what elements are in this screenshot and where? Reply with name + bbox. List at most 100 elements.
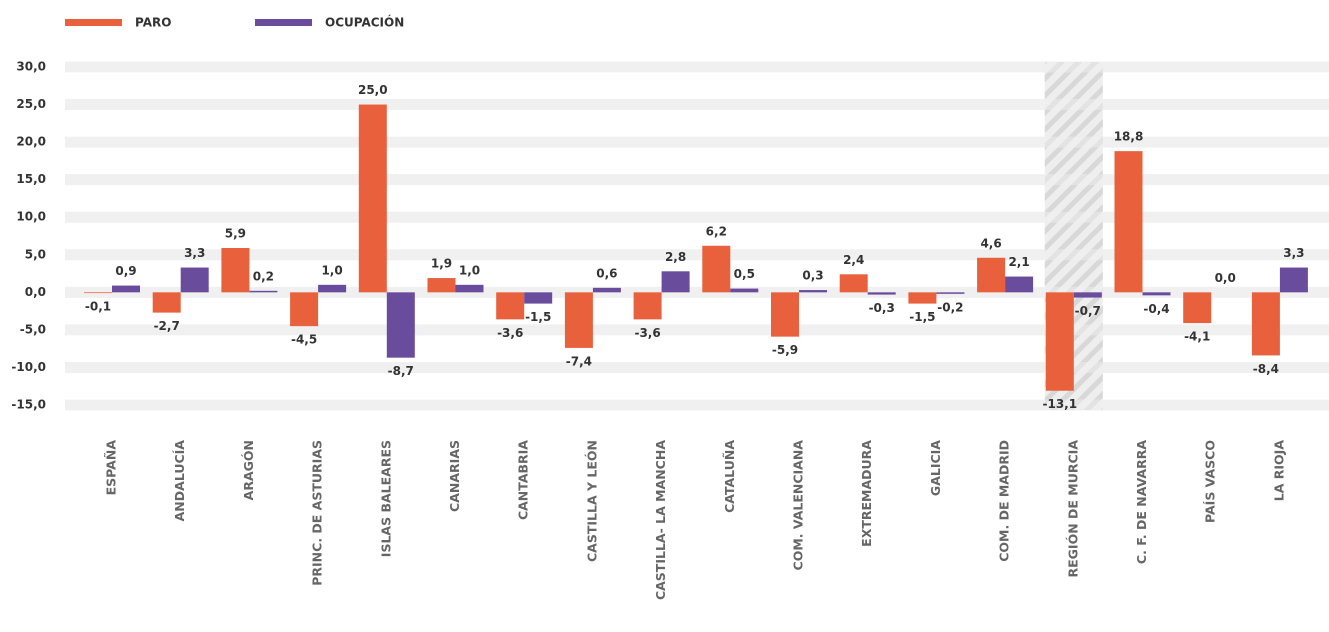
bar bbox=[358, 104, 387, 293]
x-tick-label: PAÍS VASCO bbox=[1203, 440, 1218, 523]
bar bbox=[112, 285, 140, 293]
bar bbox=[936, 292, 965, 294]
value-label: 1,9 bbox=[431, 257, 452, 271]
bar bbox=[221, 248, 250, 293]
value-label: 0,2 bbox=[253, 269, 274, 283]
bar bbox=[633, 292, 662, 320]
x-tick-label: CANTABRIA bbox=[516, 440, 531, 520]
bar bbox=[152, 292, 181, 313]
bar bbox=[290, 292, 319, 327]
value-label: 2,8 bbox=[665, 250, 686, 264]
value-label: -1,5 bbox=[525, 310, 551, 324]
value-label: -0,2 bbox=[937, 300, 963, 314]
bar bbox=[180, 267, 209, 293]
bar bbox=[1183, 292, 1212, 324]
bar bbox=[702, 245, 731, 293]
value-label: 0,9 bbox=[115, 264, 136, 278]
y-tick-label: 10,0 bbox=[16, 210, 46, 224]
value-label: -0,1 bbox=[85, 300, 111, 314]
bar bbox=[318, 284, 347, 293]
value-label: 1,0 bbox=[321, 263, 342, 277]
bar bbox=[730, 288, 759, 293]
value-label: -0,3 bbox=[869, 301, 895, 315]
x-tick-label: PRINC. DE ASTURIAS bbox=[310, 440, 325, 586]
x-tick-label: CASTILLA- LA MANCHA bbox=[653, 440, 668, 600]
value-label: 6,2 bbox=[706, 224, 727, 238]
value-label: 1,0 bbox=[459, 263, 480, 277]
value-label: 2,4 bbox=[843, 253, 864, 267]
bar bbox=[1005, 276, 1034, 293]
value-label: -4,1 bbox=[1184, 330, 1210, 344]
value-label: 3,3 bbox=[1283, 246, 1304, 260]
bar bbox=[799, 290, 827, 293]
y-tick-label: 20,0 bbox=[16, 135, 46, 149]
bar bbox=[84, 292, 112, 294]
legend-swatch bbox=[65, 19, 122, 26]
x-tick-label: COM. DE MADRID bbox=[997, 440, 1012, 562]
y-tick-label: 0,0 bbox=[25, 285, 46, 299]
x-tick-label: REGIÓN DE MURCIA bbox=[1065, 440, 1080, 578]
bar bbox=[977, 257, 1006, 293]
y-tick-label: 5,0 bbox=[25, 247, 46, 261]
value-label: -3,6 bbox=[634, 326, 660, 340]
value-label: -13,1 bbox=[1043, 397, 1078, 411]
x-tick-label: ANDALUCÍA bbox=[172, 440, 187, 522]
value-label: 25,0 bbox=[358, 83, 388, 97]
bar bbox=[524, 292, 553, 304]
x-tick-label: CATALUÑA bbox=[722, 440, 737, 513]
bar bbox=[1073, 292, 1102, 298]
value-label: -8,7 bbox=[388, 364, 414, 378]
value-label: -5,9 bbox=[772, 343, 798, 357]
value-label: 3,3 bbox=[184, 246, 205, 260]
x-tick-label: GALICIA bbox=[928, 440, 943, 496]
legend-label: OCUPACIÓN bbox=[325, 15, 404, 30]
x-tick-label: CANARIAS bbox=[447, 440, 462, 512]
bar bbox=[771, 292, 799, 337]
bar bbox=[564, 292, 593, 348]
bar bbox=[592, 287, 621, 293]
x-tick-label: COM. VALENCIANA bbox=[791, 440, 806, 571]
bar bbox=[1114, 151, 1143, 293]
x-tick-label: ESPAÑA bbox=[104, 440, 119, 496]
bar bbox=[386, 292, 415, 358]
value-label: -3,6 bbox=[497, 326, 523, 340]
value-label: 0,0 bbox=[1215, 271, 1236, 285]
bar bbox=[455, 284, 484, 293]
x-tick-label: C. F. DE NAVARRA bbox=[1134, 440, 1149, 564]
value-label: -7,4 bbox=[566, 354, 592, 368]
y-tick-label: 25,0 bbox=[16, 97, 46, 111]
value-label: 2,1 bbox=[1008, 255, 1029, 269]
bar bbox=[839, 274, 868, 293]
legend-label: PARO bbox=[135, 16, 171, 30]
y-tick-label: -10,0 bbox=[11, 360, 46, 374]
legend-swatch bbox=[255, 19, 312, 26]
bar bbox=[1142, 292, 1171, 296]
x-tick-label: ARAGÓN bbox=[241, 440, 256, 500]
value-label: -2,7 bbox=[154, 319, 180, 333]
bar bbox=[1279, 267, 1308, 293]
x-tick-label: CASTILLA Y LEÓN bbox=[584, 440, 599, 562]
y-tick-label: -5,0 bbox=[20, 322, 46, 336]
y-tick-label: 15,0 bbox=[16, 172, 46, 186]
bar bbox=[661, 271, 690, 293]
bar bbox=[1045, 292, 1074, 391]
bar bbox=[249, 290, 278, 293]
value-label: -0,7 bbox=[1075, 304, 1101, 318]
value-label: -0,4 bbox=[1143, 302, 1169, 316]
bar bbox=[427, 278, 456, 293]
y-tick-label: 30,0 bbox=[16, 60, 46, 74]
value-label: -8,4 bbox=[1253, 362, 1279, 376]
value-label: -1,5 bbox=[909, 310, 935, 324]
bar bbox=[867, 292, 896, 295]
value-label: -4,5 bbox=[291, 333, 317, 347]
y-tick-label: -15,0 bbox=[11, 398, 46, 412]
x-tick-label: ISLAS BALEARES bbox=[378, 440, 393, 557]
value-label: 18,8 bbox=[1114, 130, 1144, 144]
bar bbox=[1251, 292, 1280, 356]
value-label: 0,3 bbox=[802, 269, 823, 283]
bar bbox=[496, 292, 525, 320]
bar bbox=[908, 292, 937, 304]
value-label: 0,6 bbox=[596, 266, 617, 280]
value-label: 4,6 bbox=[980, 236, 1001, 250]
